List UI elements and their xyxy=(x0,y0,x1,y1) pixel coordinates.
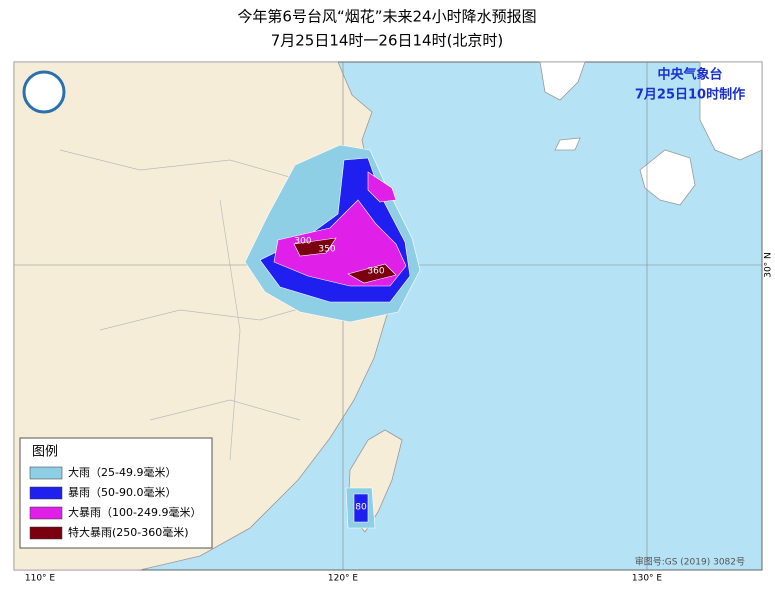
issue-time: 7月25日10时制作 xyxy=(635,87,745,103)
legend-swatch xyxy=(29,466,63,480)
legend-swatch xyxy=(29,486,63,500)
contour-label: 350 xyxy=(318,245,335,255)
legend: 大雨（25-49.9毫米） 暴雨（50-90.0毫米） 大暴雨（100-249.9毫… xyxy=(29,465,201,540)
agency: 中央气象台 xyxy=(657,67,722,83)
japan-korea xyxy=(539,61,763,206)
legend-label: 大雨（25-49.9毫米） xyxy=(68,465,176,479)
subtitle: 7月25日14时一26日14时(北京时) xyxy=(271,32,504,50)
legend-label: 暴雨（50-90.0毫米） xyxy=(68,485,176,499)
title: 今年第6号台风“烟花”未来24小时降水预报图 xyxy=(237,8,536,26)
rain-area xyxy=(293,237,397,284)
approval: 审图号:GS (2019) 3082号 xyxy=(635,556,745,568)
legend-swatch xyxy=(29,506,63,520)
lon-label: 120° E xyxy=(328,574,359,584)
contour-label: 300 xyxy=(294,237,311,247)
legend-title: 图例 xyxy=(32,445,58,460)
province-borders xyxy=(59,149,331,461)
contour-label: 360 xyxy=(367,267,384,277)
legend-swatch xyxy=(29,526,63,540)
logo xyxy=(22,70,66,114)
rain-area xyxy=(273,171,407,287)
contour-label: 80 xyxy=(355,503,367,513)
rain-areas: 300 350 360 80 xyxy=(244,144,421,529)
lon-label: 110° E xyxy=(25,574,56,584)
lon-label: 130° E xyxy=(632,574,663,584)
legend-label: 大暴雨（100-249.9毫米） xyxy=(68,505,201,519)
legend-label: 特大暴雨(250-360毫米) xyxy=(68,525,189,539)
lat-label: 30° N xyxy=(764,252,774,278)
